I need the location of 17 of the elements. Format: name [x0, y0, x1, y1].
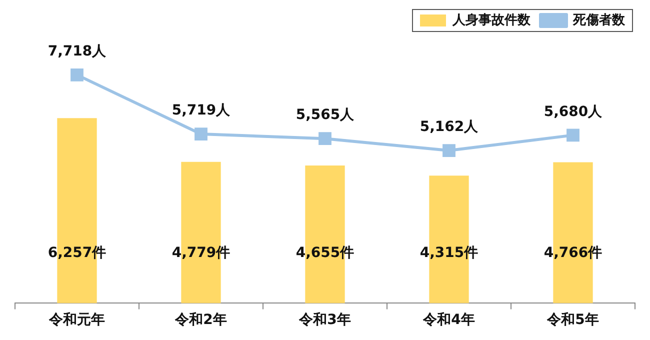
legend-label: 人身事故件数 [452, 12, 532, 28]
data-label: 7,718人 [48, 44, 108, 60]
data-label: 5,680人 [544, 104, 604, 120]
data-label: 5,162人 [420, 119, 480, 136]
x-tick-label: 令和4年 [422, 312, 475, 328]
x-tick-label: 令和5年 [546, 312, 599, 328]
point [194, 128, 208, 140]
data-label: 5,565人 [296, 107, 356, 124]
point [70, 68, 84, 82]
legend-label: 死傷者数 [572, 12, 626, 28]
x-tick-label: 令和2年 [174, 312, 227, 328]
data-label: 5,719人 [172, 102, 232, 119]
point [566, 128, 580, 142]
point [442, 144, 456, 157]
x-tick-label: 令和元年 [48, 312, 105, 328]
x-tick-label: 令和3年 [298, 312, 351, 328]
point [318, 132, 332, 146]
